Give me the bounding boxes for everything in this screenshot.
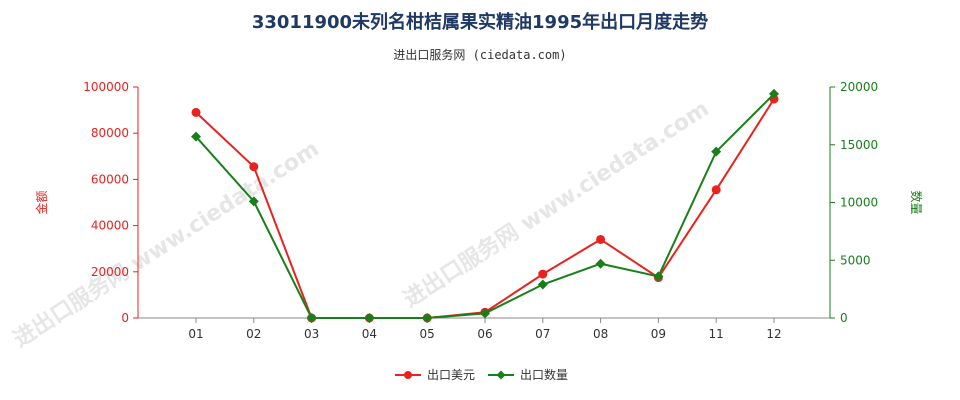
y-left-tick-label: 40000 [91, 219, 129, 233]
data-point [711, 146, 722, 157]
y-left-tick-label: 20000 [91, 265, 129, 279]
data-point [711, 185, 721, 195]
y-right-tick-label: 20000 [840, 80, 878, 94]
y-right-tick-label: 10000 [840, 196, 878, 210]
data-point [248, 196, 259, 207]
data-point [769, 88, 779, 99]
x-tick-label: 01 [188, 327, 203, 341]
series [191, 88, 779, 323]
x-tick-label: 11 [709, 327, 724, 341]
y-left-tick-label: 0 [121, 311, 129, 325]
data-point [249, 162, 259, 172]
axes: 01 02 03 04 05 06 07 08 09 11 12 0 20000 40000 60000 80… [34, 80, 924, 341]
x-tick-label: 04 [362, 327, 377, 341]
x-tick-label: 06 [477, 327, 492, 341]
data-point [364, 313, 375, 323]
x-tick-label: 07 [535, 327, 550, 341]
legend-marker [404, 371, 412, 379]
data-point [191, 131, 201, 142]
watermark-text: 进出口服务网 www.ciedata.com [9, 136, 323, 352]
data-point [653, 271, 664, 282]
chart-subtitle: 进出口服务网 (ciedata.com) [393, 48, 567, 62]
data-point [480, 308, 490, 319]
y-left-axis-label: 金额 [34, 190, 49, 214]
y-right-axis-label: 数量 [909, 190, 924, 214]
data-point [191, 107, 201, 117]
legend-label: 出口美元 [427, 368, 475, 382]
x-tick-label: 12 [766, 327, 781, 341]
y-left-tick-label: 100000 [83, 80, 129, 94]
data-point [596, 234, 606, 244]
x-tick-label: 02 [246, 327, 261, 341]
y-left-tick-label: 60000 [91, 172, 129, 186]
data-point [422, 313, 433, 323]
y-right-tick-label: 15000 [840, 138, 878, 152]
legend: 出口美元 出口数量 [395, 367, 568, 382]
legend-marker [496, 370, 506, 380]
legend-label: 出口数量 [520, 367, 568, 382]
x-tick-label: 03 [304, 327, 319, 341]
y-right-tick-label: 0 [840, 311, 848, 325]
x-tick-label: 08 [593, 327, 608, 341]
x-tick-label: 05 [420, 327, 435, 341]
chart-title: 33011900未列名柑桔属果实精油1995年出口月度走势 [251, 12, 709, 33]
data-point [306, 313, 317, 323]
y-right-tick-label: 5000 [840, 253, 871, 267]
data-point [537, 279, 548, 290]
data-point [538, 269, 548, 279]
x-tick-label: 09 [651, 327, 666, 341]
y-left-tick-label: 80000 [91, 126, 129, 140]
data-point [595, 258, 606, 269]
